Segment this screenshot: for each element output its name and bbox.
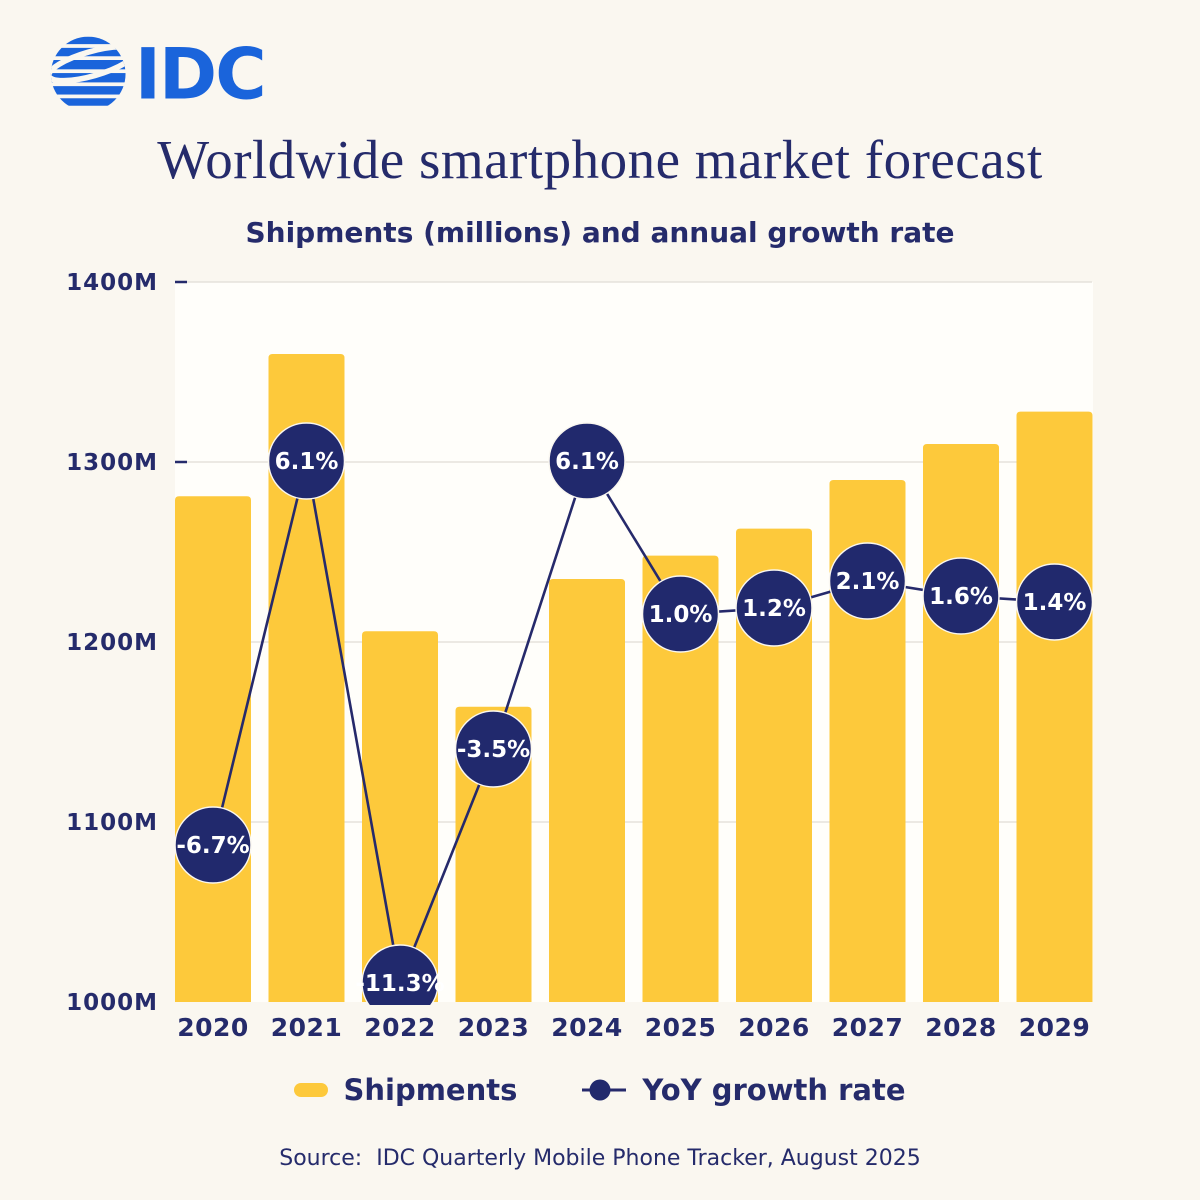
y-axis-label-1100M: 1100M bbox=[66, 810, 158, 836]
x-axis-label-2026: 2026 bbox=[738, 1013, 810, 1042]
legend-label-shipments: Shipments bbox=[343, 1073, 518, 1107]
growth-label-2021: 6.1% bbox=[275, 449, 339, 475]
shipments-swatch-icon bbox=[294, 1083, 329, 1097]
x-axis-label-2021: 2021 bbox=[271, 1013, 343, 1042]
idc-globe-icon bbox=[50, 36, 126, 106]
legend-item-shipments: Shipments bbox=[294, 1073, 517, 1107]
idc-logo: IDC bbox=[50, 33, 267, 115]
legend-item-yoy: YoY growth rate bbox=[581, 1073, 906, 1107]
growth-label-2022: -11.3% bbox=[355, 971, 444, 997]
idc-logo-text: IDC bbox=[135, 33, 265, 115]
x-axis-label-2028: 2028 bbox=[925, 1013, 997, 1042]
growth-label-2026: 1.2% bbox=[742, 596, 806, 622]
y-axis-label-1300M: 1300M bbox=[66, 450, 158, 476]
yoy-growth-series: -6.7% 6.1% -11.3% -3.5% 6.1% 1.0% 1.2% 2.1% 1.6%… bbox=[174, 422, 1094, 1005]
x-axis-label-2027: 2027 bbox=[832, 1013, 904, 1042]
growth-label-2029: 1.4% bbox=[1023, 590, 1087, 616]
legend-label-yoy: YoY growth rate bbox=[642, 1073, 906, 1107]
growth-marker-2025 bbox=[641, 575, 720, 653]
bar-2029 bbox=[1016, 411, 1093, 1003]
growth-label-2025: 1.0% bbox=[649, 602, 713, 628]
growth-marker-2027 bbox=[828, 542, 907, 620]
growth-label-2028: 1.6% bbox=[929, 584, 993, 610]
growth-label-2027: 2.1% bbox=[836, 569, 900, 595]
growth-marker-2023 bbox=[454, 710, 533, 788]
y-axis-label-1200M: 1200M bbox=[66, 630, 158, 656]
x-axis-label-2022: 2022 bbox=[364, 1013, 436, 1042]
growth-marker-2028 bbox=[922, 557, 1000, 635]
growth-label-2020: -6.7% bbox=[176, 833, 249, 859]
bar-2028 bbox=[923, 444, 999, 1002]
source-note: Source: IDC Quarterly Mobile Phone Track… bbox=[279, 1146, 921, 1171]
growth-label-2024: 6.1% bbox=[555, 449, 619, 475]
growth-label-2023: -3.5% bbox=[457, 737, 530, 763]
growth-line bbox=[211, 457, 1055, 988]
bar-2022 bbox=[362, 631, 438, 1002]
bar-2025 bbox=[642, 555, 719, 1002]
y-axis-label-1400M: 1400M bbox=[66, 270, 158, 296]
bar-2020 bbox=[175, 496, 251, 1002]
growth-marker-2021 bbox=[267, 422, 346, 500]
bar-2021 bbox=[268, 354, 345, 1002]
growth-marker-2029 bbox=[1015, 563, 1094, 641]
bar-2026 bbox=[736, 528, 812, 1002]
y-axis-label-1000M: 1000M bbox=[66, 990, 158, 1016]
x-axis-label-2025: 2025 bbox=[645, 1013, 717, 1042]
x-axis-label-2020: 2020 bbox=[177, 1013, 249, 1042]
growth-marker-2024 bbox=[548, 422, 626, 500]
page-subtitle: Shipments (millions) and annual growth r… bbox=[245, 216, 955, 249]
x-axis-label-2024: 2024 bbox=[551, 1013, 623, 1042]
line-dot-icon bbox=[582, 1079, 627, 1101]
growth-marker-2022 bbox=[361, 944, 439, 1005]
growth-marker-2026 bbox=[735, 569, 813, 647]
growth-marker-2020 bbox=[174, 806, 252, 884]
x-axis-label-2029: 2029 bbox=[1019, 1013, 1091, 1042]
x-axis-label-2023: 2023 bbox=[458, 1013, 530, 1042]
page-title: Worldwide smartphone market forecast bbox=[157, 129, 1043, 190]
bar-2024 bbox=[549, 579, 625, 1002]
chart-legend: Shipments YoY growth rate bbox=[0, 1064, 1200, 1116]
